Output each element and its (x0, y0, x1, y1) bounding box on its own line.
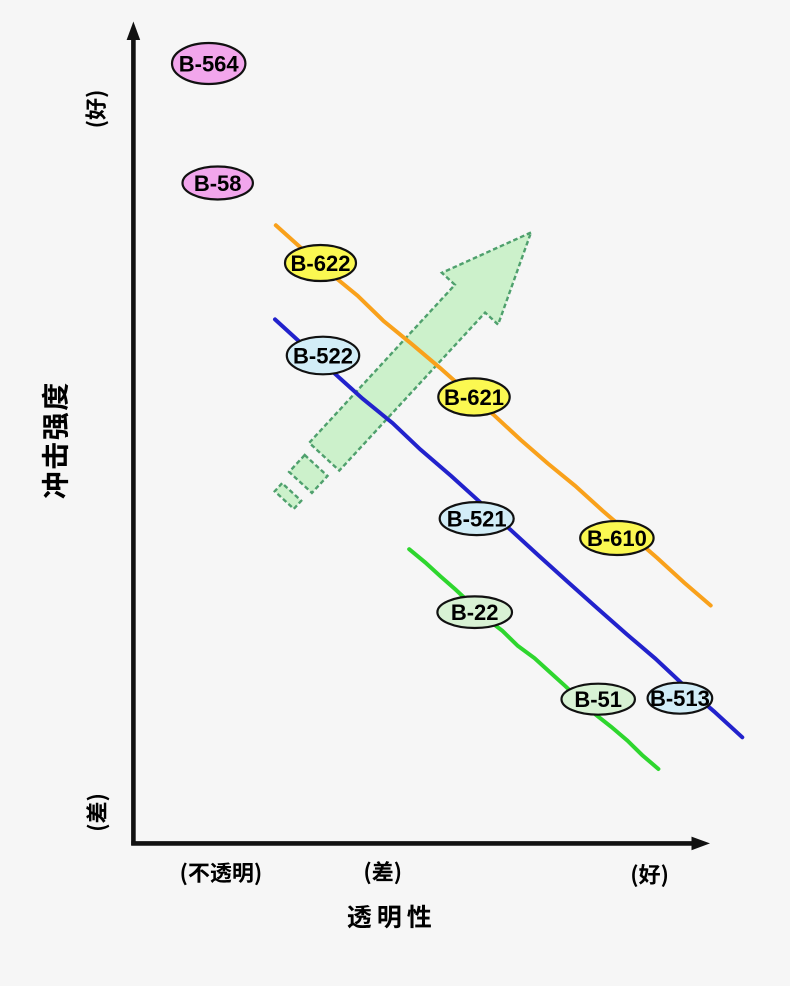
svg-text:B-622: B-622 (291, 251, 351, 276)
svg-text:B-513: B-513 (650, 686, 710, 711)
svg-text:B-610: B-610 (587, 526, 647, 551)
svg-text:B-621: B-621 (444, 385, 504, 410)
svg-text:B-58: B-58 (194, 171, 242, 196)
svg-text:B-51: B-51 (574, 687, 622, 712)
svg-text:B-521: B-521 (447, 507, 507, 532)
svg-text:B-522: B-522 (293, 344, 353, 369)
svg-text:B-22: B-22 (451, 600, 499, 625)
svg-text:B-564: B-564 (179, 52, 240, 77)
